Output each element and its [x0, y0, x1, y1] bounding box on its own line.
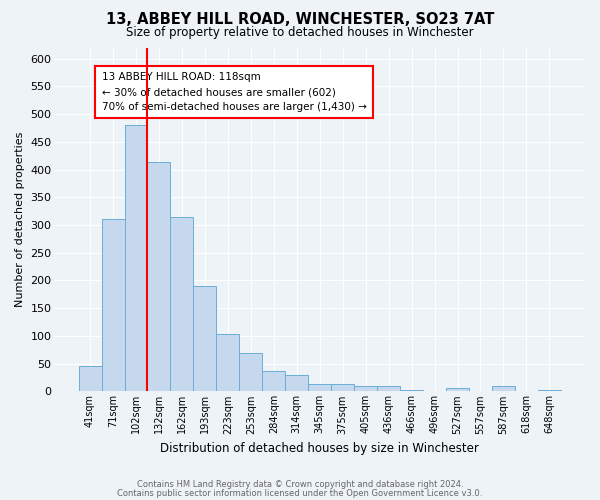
Bar	[446, 388, 469, 392]
Text: Contains public sector information licensed under the Open Government Licence v3: Contains public sector information licen…	[118, 488, 482, 498]
Text: Size of property relative to detached houses in Winchester: Size of property relative to detached ho…	[126, 26, 474, 39]
Bar	[285, 374, 308, 392]
Bar	[101, 219, 125, 392]
Bar	[400, 390, 423, 392]
Bar	[262, 371, 285, 392]
Text: 13 ABBEY HILL ROAD: 118sqm
← 30% of detached houses are smaller (602)
70% of sem: 13 ABBEY HILL ROAD: 118sqm ← 30% of deta…	[101, 72, 367, 112]
Bar	[239, 353, 262, 392]
Bar	[170, 217, 193, 392]
Y-axis label: Number of detached properties: Number of detached properties	[15, 132, 25, 307]
Bar	[492, 386, 515, 392]
Bar	[538, 390, 561, 392]
Bar	[193, 286, 217, 392]
Bar	[308, 384, 331, 392]
Bar	[217, 334, 239, 392]
Bar	[331, 384, 354, 392]
Bar	[377, 386, 400, 392]
X-axis label: Distribution of detached houses by size in Winchester: Distribution of detached houses by size …	[160, 442, 479, 455]
Text: Contains HM Land Registry data © Crown copyright and database right 2024.: Contains HM Land Registry data © Crown c…	[137, 480, 463, 489]
Bar	[125, 125, 148, 392]
Bar	[354, 386, 377, 392]
Text: 13, ABBEY HILL ROAD, WINCHESTER, SO23 7AT: 13, ABBEY HILL ROAD, WINCHESTER, SO23 7A…	[106, 12, 494, 28]
Bar	[148, 162, 170, 392]
Bar	[79, 366, 101, 392]
